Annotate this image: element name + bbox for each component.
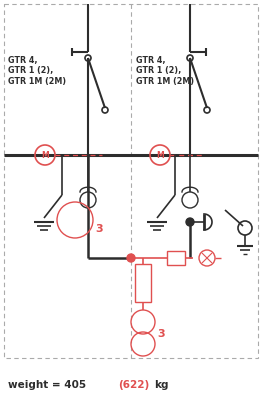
- Bar: [135, 264, 151, 302]
- Text: GTR 4,
GTR 1 (2),
GTR 1M (2M): GTR 4, GTR 1 (2), GTR 1M (2M): [8, 56, 66, 86]
- Text: M: M: [156, 150, 164, 160]
- Text: GTR 4,
GTR 1 (2),
GTR 1M (2M): GTR 4, GTR 1 (2), GTR 1M (2M): [136, 56, 194, 86]
- Circle shape: [186, 218, 194, 226]
- Text: weight = 405: weight = 405: [8, 380, 90, 390]
- Text: kg: kg: [154, 380, 168, 390]
- Bar: [167, 251, 185, 265]
- Text: M: M: [41, 150, 49, 160]
- Bar: [4, 4, 258, 358]
- Circle shape: [127, 254, 135, 262]
- Text: 3: 3: [95, 224, 103, 234]
- Text: (622): (622): [118, 380, 149, 390]
- Text: 3: 3: [157, 329, 165, 339]
